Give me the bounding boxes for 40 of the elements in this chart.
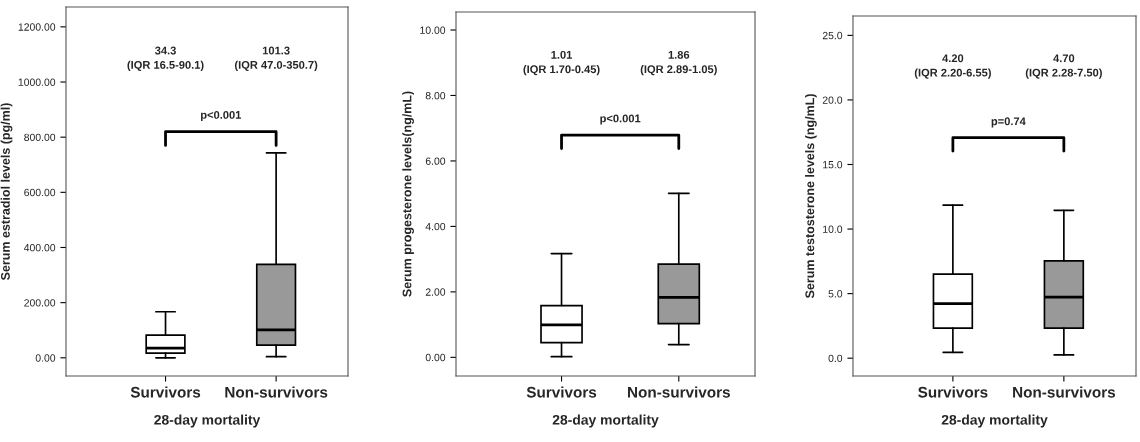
annotation: 4.70 (IQR 2.28-7.50) [1025,54,1102,79]
annotation: 101.3 (IQR 47.0-350.7) [234,46,318,72]
x-tick-label: Survivors [526,386,597,398]
annotation: 1.01 (IQR 1.70-0.45) [523,50,600,76]
x-axis-title: 28-day mortality [941,414,1048,428]
annotation: 4.20 (IQR 2.20-6.55) [914,54,991,79]
x-tick-label: Non-survivors [1013,386,1116,398]
y-tick-label: 8.00 [425,91,446,100]
y-tick-label: 600.00 [24,188,56,197]
x-tick-label: Survivors [918,386,988,398]
x-tick-label: Survivors [130,386,201,398]
x-tick-label: Non-survivors [225,386,328,398]
y-tick-label: 5.0 [828,290,843,298]
x-tick-label: Non-survivors [628,386,730,398]
y-axis-title: Serum progesterone levels(ng/mL) [402,91,414,297]
y-axis-title: Serum estradiol levels (pg/ml) [0,103,13,281]
annotation: p<0.001 [600,114,641,125]
x-axis-title: 28-day mortality [154,414,261,428]
y-tick-label: 0.0 [828,354,843,363]
y-axis-title: Serum testosterone levels (ng/mL) [805,94,817,299]
y-tick-label: 10.00 [420,26,446,34]
annotation: 1.86 (IQR 2.89-1.05) [640,50,717,76]
y-tick-label: 200.00 [24,299,56,307]
y-tick-label: 0.00 [35,354,56,362]
y-tick-label: 400.00 [23,243,56,252]
y-tick-label: 1000.00 [18,78,56,86]
x-axis-title: 28-day mortality [552,414,659,428]
y-tick-label: 6.00 [425,157,446,165]
y-tick-label: 800.00 [24,133,56,142]
y-tick-label: 25.0 [822,31,843,40]
annotation: p=0.74 [991,117,1026,128]
y-tick-label: 1200.00 [18,23,56,31]
y-tick-label: 10.0 [823,225,843,233]
y-tick-label: 0.00 [425,353,446,362]
annotation: p<0.001 [201,110,242,122]
annotation: 34.3 (IQR 16.5-90.1) [127,46,204,72]
y-tick-label: 15.0 [823,160,843,169]
y-tick-label: 20.0 [822,96,843,104]
y-tick-label: 4.00 [425,222,446,231]
y-tick-label: 2.00 [425,288,446,296]
